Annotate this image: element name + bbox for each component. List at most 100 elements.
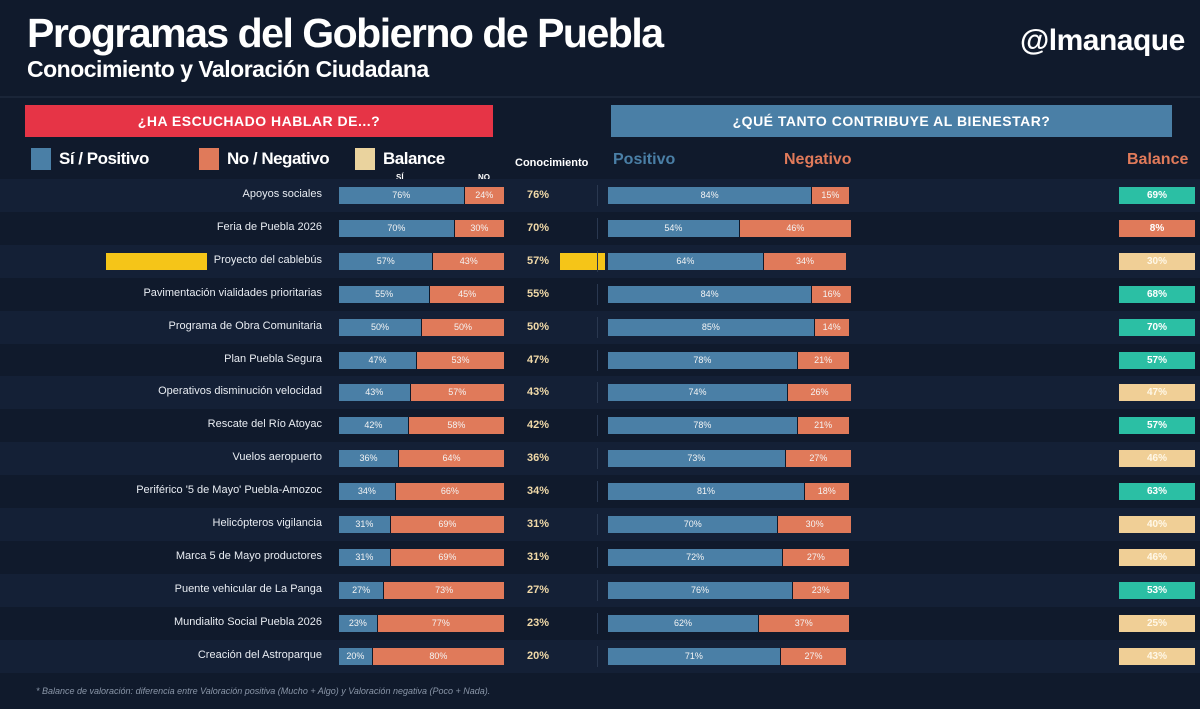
program-label: Pavimentación vialidades prioritarias [143,286,322,299]
bar-negativo: 21% [796,417,849,435]
table-row: Feria de Puebla 2026 70% 30% 70% 54% 46% 8… [0,212,1200,245]
data-label: 78% [693,420,712,431]
awareness-bar: 50% 50% [339,318,504,336]
bar-positivo: 85% [608,318,814,336]
awareness-bar: 42% 58% [339,417,504,435]
conocimiento-value: 27% [527,583,550,596]
awareness-bar: 47% 53% [339,351,504,369]
awareness-bar: 31% 69% [339,548,504,566]
bar-positivo: 70% [608,516,778,533]
bar-si: 23% [339,614,377,632]
divider [597,349,598,371]
divider [0,96,1200,98]
data-label: 64% [676,255,695,266]
bar-positivo: 71% [608,647,780,665]
bar-si: 55% [339,285,430,303]
bar-si: 76% [339,187,464,204]
header-negativo: Negativo [784,151,852,168]
valuation-bar: 64% 34% [608,252,847,270]
table-row: Mundialito Social Puebla 2026 23% 77% 23%… [0,607,1200,640]
conocimiento-value: 34% [527,485,550,498]
table-row: Proyecto del cablebús 57% 43% 57% 64% 34%… [0,244,1200,278]
bar-si: 20% [339,647,372,665]
conocimiento-value: 55% [527,287,550,300]
bar-positivo: 73% [608,450,785,468]
bar-negativo: 34% [762,252,847,270]
data-label: 45% [458,288,477,299]
bar-si: 43% [339,384,410,402]
bar-negativo: 16% [811,285,851,303]
divider [597,448,598,470]
data-label: 73% [435,584,454,595]
bar-negativo: 46% [738,219,851,237]
bar-no: 64% [398,450,504,468]
balance-badge: 70% [1119,318,1195,336]
table-row: Puente vehicular de La Panga 27% 73% 27% … [0,573,1200,607]
legend-swatch [31,148,51,170]
balance-badge: 40% [1119,516,1195,533]
header-si: SÍ [396,173,404,182]
program-label: Vuelos aeropuerto [232,451,323,464]
bar-positivo: 81% [608,483,805,501]
awareness-bar: 57% 43% [339,252,504,270]
page-title: Programas del Gobierno de Puebla [27,10,664,56]
data-label: 37% [794,617,813,628]
data-label: 69% [438,519,457,529]
data-label: 34% [796,255,815,266]
program-label: Mundialito Social Puebla 2026 [174,615,322,628]
bar-no: 57% [409,384,504,402]
divider [597,645,598,667]
data-label: 70% [683,519,702,529]
program-label: Periférico '5 de Mayo' Puebla-Amozoc [136,484,322,497]
bar-no: 69% [389,548,504,566]
legend-positive: Sí / Positivo [31,148,149,170]
table-row: Plan Puebla Segura 47% 53% 47% 78% 21% 57% [0,344,1200,377]
program-label: Feria de Puebla 2026 [216,220,322,233]
conocimiento-value: 31% [527,550,550,563]
bar-negativo: 14% [813,318,849,336]
valuation-bar: 62% 37% [608,614,849,632]
bar-si: 70% [339,219,454,237]
legend-label: Balance [383,149,445,168]
valuation-bar: 71% 27% [608,647,847,665]
data-label: 57% [448,387,467,398]
data-label: 64% [442,453,461,464]
balance-badge: 53% [1119,581,1195,599]
data-label: 30% [805,519,824,529]
data-label: 15% [821,190,840,200]
divider [597,579,598,601]
data-label: 62% [674,617,693,628]
awareness-bar: 76% 24% [339,187,504,204]
awareness-bar: 70% 30% [339,219,504,237]
valuation-bar: 84% 15% [608,187,849,204]
table-row: Pavimentación vialidades prioritarias 55… [0,278,1200,311]
bar-positivo: 84% [608,187,812,204]
data-label: 57% [376,255,395,266]
highlight-marker [106,252,207,270]
balance-badge: 57% [1119,351,1195,369]
table-row: Apoyos sociales 76% 24% 76% 84% 15% 69% [0,179,1200,212]
divider [597,612,598,634]
bar-no: 80% [371,647,504,665]
bar-si: 31% [339,516,390,533]
data-label: 26% [810,387,829,398]
data-label: 84% [700,288,719,299]
data-label: 43% [459,255,478,266]
page-subtitle: Conocimiento y Valoración Ciudadana [27,56,429,82]
data-label: 27% [804,650,823,661]
bar-no: 50% [421,318,504,336]
program-label: Apoyos sociales [242,188,323,200]
data-label: 27% [806,551,825,562]
valuation-bar: 54% 46% [608,219,851,237]
header-balance: Balance [1127,151,1189,168]
program-label: Operativos disminución velocidad [158,385,322,398]
bar-si: 57% [339,252,433,270]
legend-label: Sí / Positivo [59,149,149,168]
data-label: 27% [809,453,828,464]
bar-negativo: 37% [758,614,849,632]
balance-badge: 46% [1119,548,1195,566]
program-label: Helicópteros vigilancia [212,517,322,529]
data-label: 42% [364,420,383,431]
balance-badge: 68% [1119,285,1195,303]
bar-si: 31% [339,548,390,566]
